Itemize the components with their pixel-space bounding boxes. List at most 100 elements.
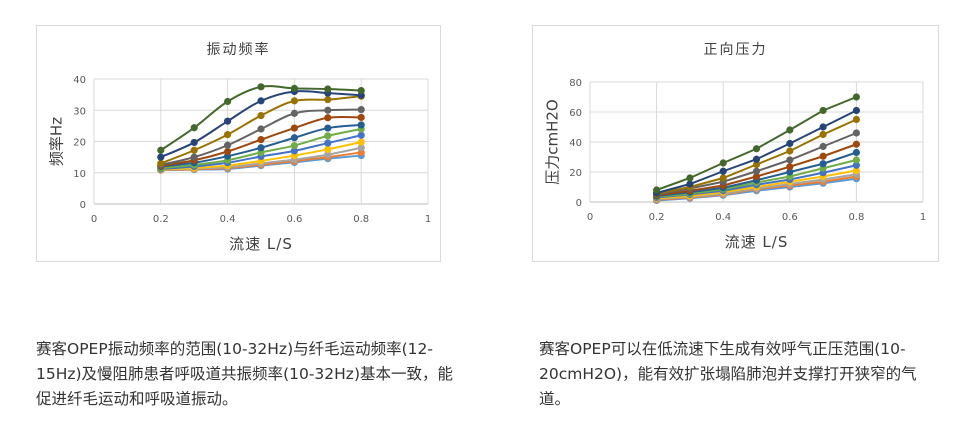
data-point (290, 134, 298, 142)
data-point (786, 139, 794, 148)
pressure-chart-svg: 正向压力 0 20 40 60 80 0 0.2 0.4 0.6 0.8 1 流速 L/S 压力cmH2O (544, 42, 927, 251)
data-point (852, 161, 860, 169)
data-point (324, 106, 332, 114)
data-point (786, 168, 794, 176)
data-point (324, 139, 332, 147)
x-axis-label: 流速 L/S (229, 235, 293, 253)
data-point (290, 109, 298, 117)
data-point (324, 145, 332, 153)
y-axis-label: 压力cmH2O (544, 99, 562, 185)
x-tick-label: 0.8 (848, 212, 864, 223)
data-point (357, 113, 365, 122)
data-point (190, 138, 198, 147)
data-point (257, 125, 265, 133)
data-point (324, 151, 332, 159)
data-point (324, 132, 332, 140)
x-tick-label: 0.4 (715, 212, 731, 223)
y-tick-label: 40 (73, 75, 86, 86)
chart-title: 正向压力 (704, 42, 768, 58)
data-point (290, 84, 298, 92)
frequency-chart: 振动频率 0 10 20 30 40 0 0.2 0.4 0.6 0.8 1 流速 L/S 频率Hz (36, 25, 441, 262)
pressure-chart: 正向压力 0 20 40 60 80 0 0.2 0.4 0.6 0.8 1 流速 L/S 压力cmH2O (532, 25, 939, 262)
x-tick-label: 0.6 (782, 212, 798, 223)
x-tick-label: 0.2 (649, 212, 665, 223)
data-point (686, 174, 694, 182)
data-point (357, 106, 365, 114)
data-point (819, 152, 827, 160)
data-point (819, 123, 827, 131)
data-point (224, 117, 232, 125)
data-point (357, 86, 365, 95)
data-point (224, 147, 232, 156)
data-point (157, 159, 165, 167)
x-tick-label: 0.6 (286, 214, 302, 225)
data-point (819, 160, 827, 168)
data-point (852, 93, 860, 101)
data-point (819, 142, 827, 151)
data-point (257, 136, 265, 144)
data-point (852, 148, 860, 157)
data-point (752, 155, 761, 163)
data-point (190, 153, 198, 161)
data-point (324, 85, 332, 93)
data-point (786, 126, 794, 134)
y-axis-label: 频率Hz (48, 117, 66, 166)
x-tick-label: 0.8 (353, 214, 369, 225)
frequency-chart-svg: 振动频率 0 10 20 30 40 0 0.2 0.4 0.6 0.8 1 流速 L/S 频率Hz (48, 41, 432, 253)
data-point (852, 115, 860, 124)
data-point (752, 167, 761, 175)
data-point (257, 97, 265, 105)
data-point (786, 156, 794, 164)
y-tick-label: 0 (80, 200, 86, 211)
x-tick-label: 0.2 (153, 214, 169, 225)
y-tick-label: 30 (73, 106, 86, 117)
chart-title: 振动频率 (207, 41, 271, 58)
data-point (290, 141, 298, 150)
data-point (786, 147, 794, 155)
data-point (752, 160, 761, 169)
y-tick-label: 20 (569, 168, 582, 179)
y-tick-label: 20 (73, 138, 86, 149)
data-point (719, 159, 727, 167)
data-point (852, 106, 860, 115)
data-point (852, 156, 860, 164)
data-point (190, 124, 198, 132)
data-point (290, 97, 298, 105)
x-tick-label: 0.4 (220, 214, 236, 225)
x-tick-label: 1 (920, 212, 926, 223)
x-tick-label: 0 (587, 212, 593, 223)
data-point (852, 129, 860, 137)
data-point (357, 121, 365, 129)
data-point (357, 138, 365, 146)
data-point (357, 144, 365, 152)
data-point (819, 106, 827, 115)
frequency-caption: 赛客OPEP振动频率的范围(10-32Hz)与纤毛运动频率(12-15Hz)及慢… (36, 340, 453, 408)
data-point (852, 140, 860, 148)
data-point (224, 131, 232, 139)
data-point (786, 163, 794, 171)
data-point (157, 146, 165, 154)
x-axis-label: 流速 L/S (725, 233, 789, 251)
data-point (290, 147, 298, 155)
y-tick-label: 10 (73, 169, 86, 180)
y-tick-label: 80 (569, 78, 582, 89)
data-point (257, 111, 265, 120)
data-point (324, 96, 332, 104)
data-point (290, 124, 298, 132)
data-point (224, 97, 232, 106)
data-point (752, 145, 761, 153)
data-point (224, 141, 232, 149)
data-point (752, 172, 761, 181)
data-point (852, 166, 860, 175)
x-tick-label: 0 (91, 214, 97, 225)
data-point (257, 83, 265, 91)
pressure-caption: 赛客OPEP可以在低流速下生成有效呼气正压范围(10-20cmH2O)，能有效扩… (539, 340, 917, 408)
data-point (719, 167, 727, 175)
y-tick-label: 40 (569, 138, 582, 149)
data-point (357, 131, 365, 139)
data-point (653, 186, 661, 194)
y-tick-label: 0 (576, 198, 582, 209)
data-point (819, 130, 827, 139)
data-point (257, 144, 265, 152)
x-tick-label: 1 (425, 214, 431, 225)
